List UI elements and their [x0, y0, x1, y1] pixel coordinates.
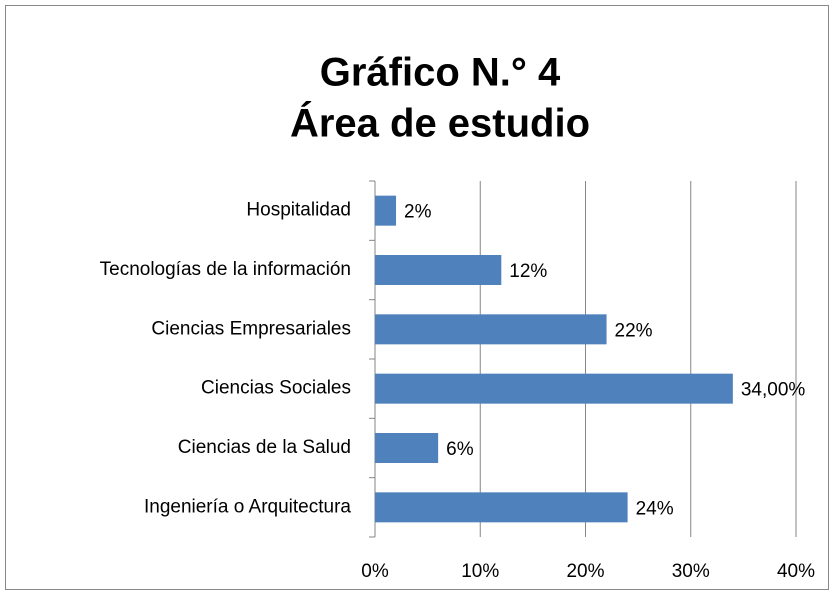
bar [375, 492, 628, 523]
chart-subtitle: Área de estudio [290, 101, 590, 146]
data-label: 12% [509, 261, 547, 282]
y-tick-label: Ingeniería o Arquitectura [144, 496, 351, 517]
x-tick-label: 40% [777, 561, 815, 582]
data-label: 2% [404, 202, 432, 223]
chart-title: Gráfico N.° 4 [320, 51, 561, 95]
x-tick-label: 0% [361, 561, 389, 582]
bar [375, 255, 502, 285]
data-label: 6% [446, 439, 474, 460]
bar [375, 433, 439, 463]
bar [375, 314, 607, 345]
y-tick-label: Ciencias Sociales [201, 378, 351, 399]
y-tick-label: Ciencias de la Salud [178, 437, 351, 458]
chart-frame [5, 5, 829, 590]
y-tick-label: Ciencias Empresariales [151, 318, 351, 339]
y-tick-label: Tecnologías de la información [100, 259, 351, 280]
bar [375, 195, 397, 226]
x-tick-label: 10% [461, 561, 499, 582]
y-tick-label: Hospitalidad [246, 200, 351, 221]
data-label: 24% [636, 498, 674, 519]
data-label: 34,00% [741, 380, 806, 401]
x-tick-label: 30% [672, 561, 710, 582]
x-tick-label: 20% [566, 561, 604, 582]
data-label: 22% [615, 320, 653, 341]
bar [375, 373, 733, 404]
